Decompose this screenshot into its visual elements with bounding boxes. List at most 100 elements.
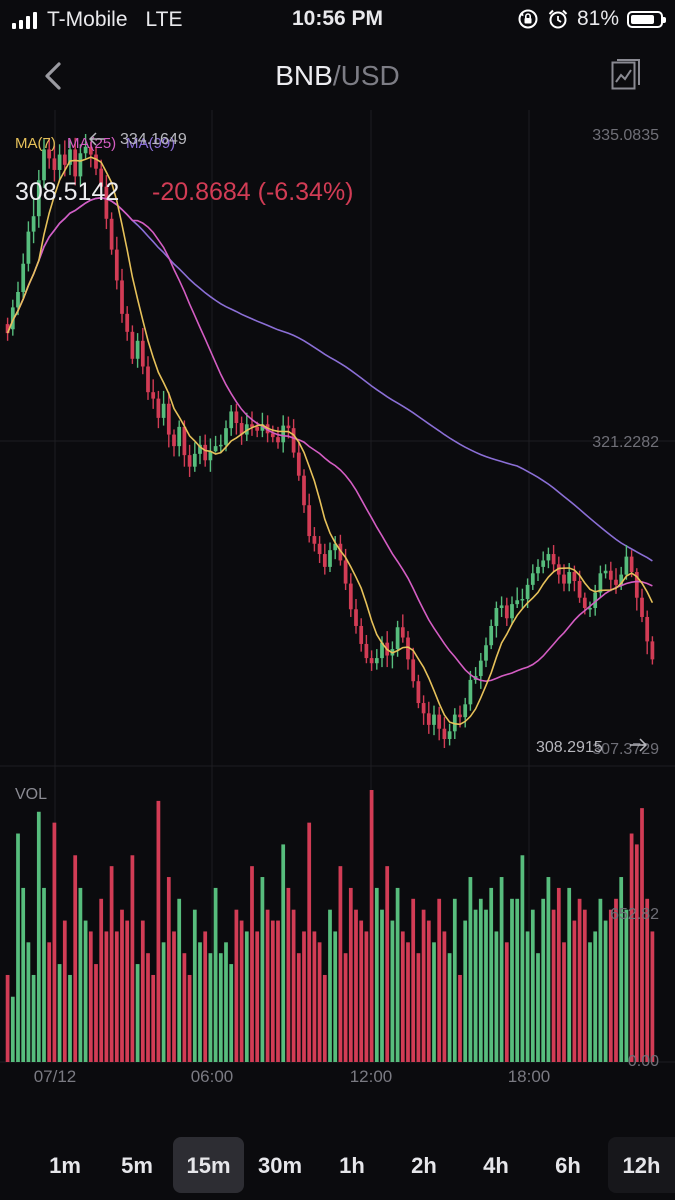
tab-5m[interactable]: 5m — [121, 1153, 153, 1178]
candle — [369, 650, 374, 671]
fullscreen-chart-button[interactable] — [611, 58, 641, 92]
candle — [504, 597, 509, 626]
candle — [21, 253, 26, 299]
candle — [161, 390, 166, 426]
candle — [614, 568, 618, 594]
candle — [234, 403, 239, 435]
volume-bar — [114, 931, 119, 1062]
candle — [296, 442, 301, 481]
candle — [328, 542, 332, 573]
ma7-legend: MA(7) — [15, 135, 56, 152]
volume-bar — [551, 909, 556, 1062]
volume-bar — [577, 898, 582, 1062]
tab-12h[interactable]: 12h — [608, 1137, 675, 1193]
volume-bar — [146, 953, 150, 1062]
candle — [400, 614, 405, 643]
volume-bar — [62, 920, 67, 1062]
volume-bar — [484, 909, 488, 1062]
candle — [484, 637, 488, 668]
candle — [250, 411, 254, 436]
time-axis-label-1: 07/12 — [34, 1067, 77, 1086]
tab-30m[interactable]: 30m — [257, 1153, 303, 1178]
candle — [520, 588, 525, 608]
candle — [374, 649, 379, 670]
volume-bar — [421, 909, 426, 1062]
candle — [447, 723, 452, 746]
volume-bar — [624, 909, 629, 1062]
ma99-line — [6, 196, 653, 562]
volume-bar — [88, 931, 93, 1062]
tab-15m[interactable]: 15m — [173, 1137, 244, 1193]
time-axis-label-2: 06:00 — [191, 1067, 234, 1086]
tab-1h[interactable]: 1h — [339, 1153, 365, 1178]
volume-bar — [312, 931, 317, 1062]
candle — [281, 415, 286, 453]
candle — [130, 325, 135, 364]
volume-bar — [276, 920, 280, 1062]
volume-bar — [265, 909, 270, 1062]
volume-bar — [187, 974, 192, 1062]
volume-bar — [307, 822, 312, 1062]
candle — [229, 405, 234, 436]
volume-bar — [348, 887, 353, 1062]
volume-bar — [411, 898, 416, 1062]
ma25-line — [6, 196, 653, 683]
volume-bar — [317, 942, 322, 1062]
network-type: LTE — [145, 8, 183, 31]
volume-bar — [120, 909, 124, 1062]
tab-2h[interactable]: 2h — [411, 1153, 437, 1178]
volume-bar — [36, 811, 41, 1062]
candle — [598, 565, 603, 598]
volume-bar — [541, 898, 546, 1062]
volume-bar — [208, 953, 213, 1062]
price-chart[interactable]: 335.0835 321.2282 307.3729 308.2915 MA(7… — [0, 110, 675, 1100]
candle — [57, 144, 62, 181]
volume-bar — [588, 942, 592, 1062]
volume-bar — [582, 909, 587, 1062]
volume-bar — [629, 833, 634, 1062]
volume-bar — [203, 931, 208, 1062]
page-title: BNB/USD — [0, 60, 675, 92]
volume-bar — [5, 974, 10, 1062]
volume-bar — [463, 920, 468, 1062]
back-button[interactable] — [34, 56, 74, 96]
alarm-icon — [548, 9, 568, 29]
volume-bar — [432, 942, 436, 1062]
tab-6h[interactable]: 6h — [555, 1153, 581, 1178]
volume-bar — [385, 866, 390, 1062]
volume-bar — [567, 887, 572, 1062]
candle — [244, 412, 249, 441]
candle — [47, 137, 52, 169]
volume-bar — [218, 953, 223, 1062]
volume-bar — [244, 931, 249, 1062]
volume-bar — [166, 877, 171, 1062]
tab-1m[interactable]: 1m — [49, 1153, 81, 1178]
candle — [442, 717, 447, 748]
candle — [213, 435, 218, 453]
tab-4h[interactable]: 4h — [483, 1153, 509, 1178]
volume-bar — [515, 898, 520, 1062]
time-axis-label-3: 12:00 — [350, 1067, 393, 1086]
ma7-line — [6, 156, 654, 726]
candle — [359, 618, 364, 652]
volume-bar — [156, 800, 161, 1062]
volume-bar — [21, 887, 26, 1062]
pair-header: BNB/USD — [0, 50, 675, 104]
candle — [432, 705, 436, 736]
volume-bar — [47, 942, 52, 1062]
time-axis-label-4: 18:00 — [508, 1067, 551, 1086]
volume-bar — [614, 898, 618, 1062]
volume-bar — [400, 931, 405, 1062]
volume-bar — [645, 898, 650, 1062]
candle — [380, 636, 384, 668]
volume-bar — [603, 920, 608, 1062]
candle — [468, 670, 473, 711]
volume-bar — [94, 964, 98, 1062]
volume-bar — [525, 931, 530, 1062]
volume-bar — [172, 931, 176, 1062]
candle — [156, 390, 161, 429]
volume-bar — [364, 931, 369, 1062]
candle — [151, 379, 156, 409]
volume-bar — [369, 790, 374, 1062]
high-marker-arrow-icon — [88, 132, 104, 146]
